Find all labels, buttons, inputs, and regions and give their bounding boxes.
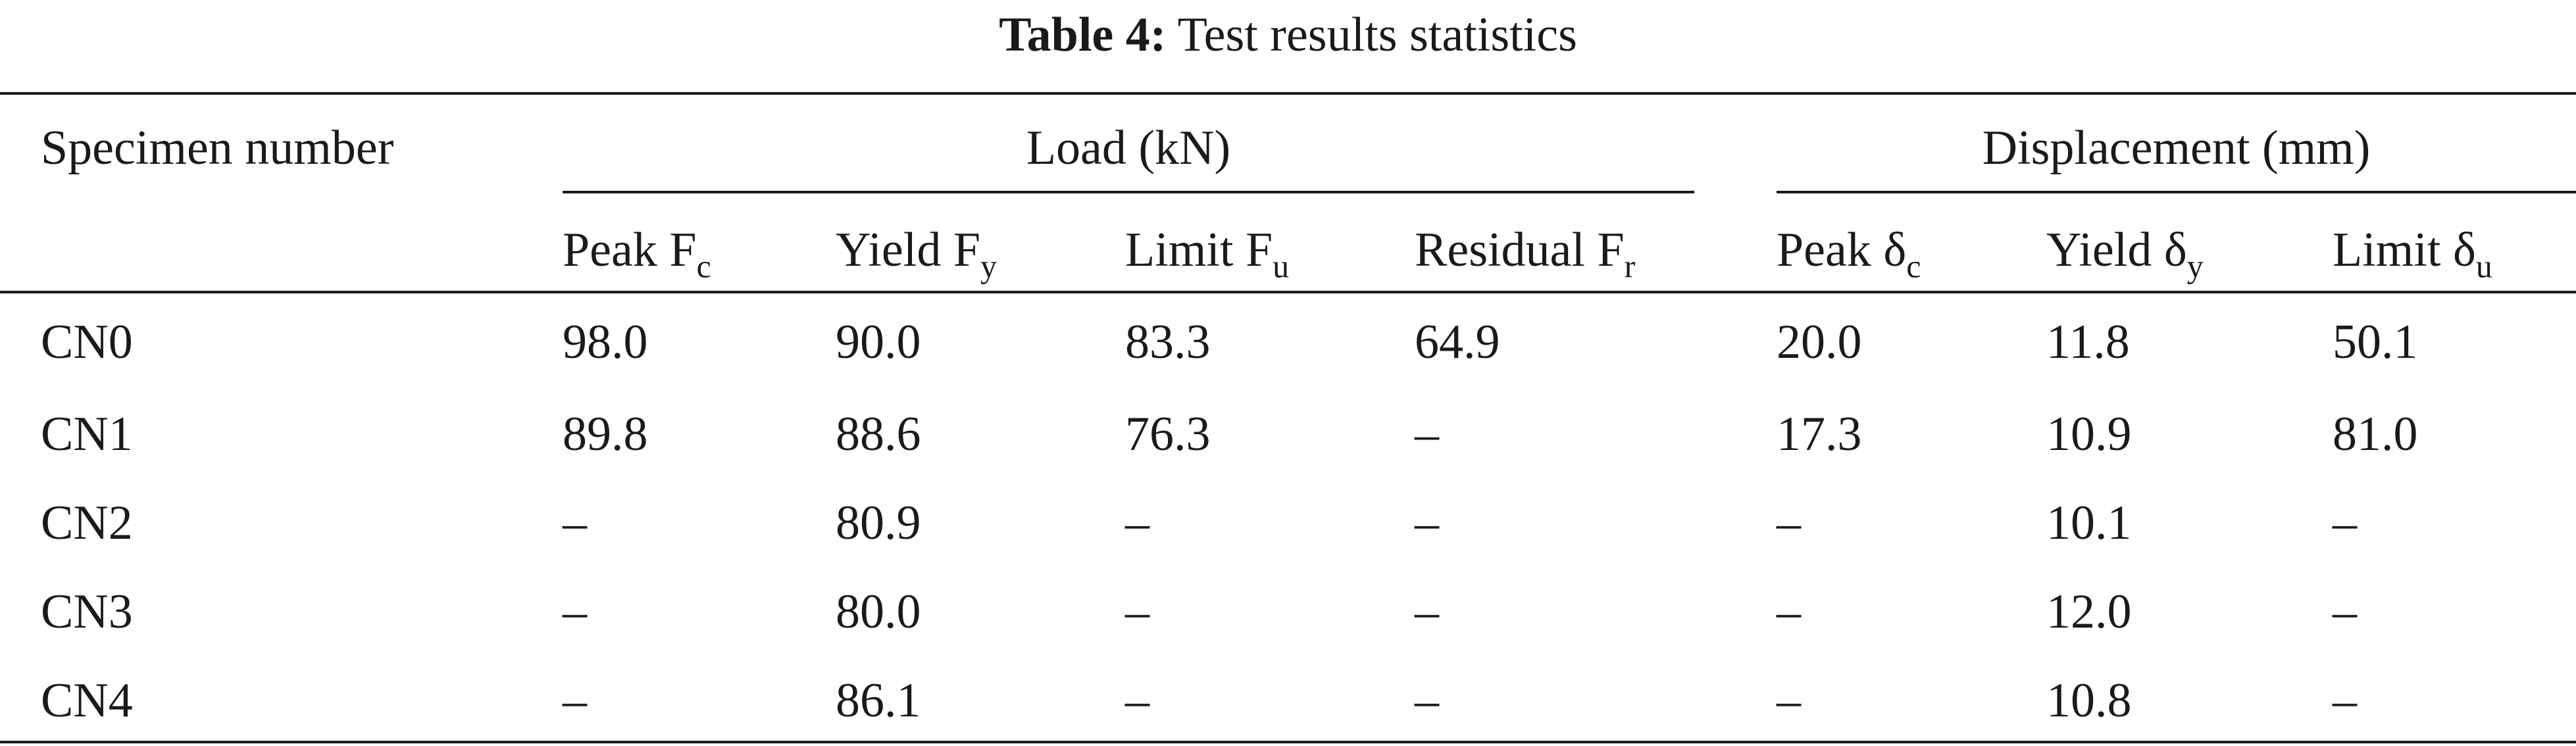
group-header-displacement: Displacement (mm)	[1982, 121, 2371, 175]
column-header-name: Yield δ	[2046, 223, 2187, 277]
table-caption: Table 4: Test results statistics	[0, 5, 2576, 64]
column-header-name: Limit δ	[2333, 223, 2476, 277]
table-cell: –	[1415, 674, 1439, 728]
column-header: Yield δy	[2046, 220, 2204, 283]
table-cell: 64.9	[1415, 315, 1500, 369]
column-header-subscript: c	[1906, 247, 1921, 285]
table-cell: –	[1777, 674, 1801, 728]
table-cell: –	[1777, 496, 1801, 550]
table-cell: 80.0	[836, 585, 921, 639]
table-cell: 10.1	[2046, 496, 2132, 550]
bottom-rule	[0, 741, 2576, 743]
specimen-cell: CN1	[41, 407, 133, 461]
top-rule	[0, 92, 2576, 95]
row-header-specimen: Specimen number	[41, 121, 394, 175]
table-cell: –	[2333, 674, 2357, 728]
column-header-name: Residual F	[1415, 223, 1625, 277]
table-cell: –	[563, 674, 587, 728]
column-header: Yield Fy	[836, 220, 997, 283]
table-cell: 10.9	[2046, 407, 2132, 461]
table-cell: 12.0	[2046, 585, 2132, 639]
table-cell: 81.0	[2333, 407, 2418, 461]
column-header: Peak δc	[1777, 220, 1921, 283]
table-cell: 90.0	[836, 315, 921, 369]
column-header: Limit δu	[2333, 220, 2492, 283]
table-cell: 83.3	[1125, 315, 1211, 369]
table-cell: –	[1415, 585, 1439, 639]
table-cell: 50.1	[2333, 315, 2418, 369]
column-header-subscript: u	[2475, 247, 2492, 285]
table-cell: –	[1415, 496, 1439, 550]
table-cell: –	[1125, 674, 1149, 728]
group-header-load: Load (kN)	[1026, 121, 1231, 175]
table-cell: 10.8	[2046, 674, 2132, 728]
column-header-subscript: u	[1273, 247, 1290, 285]
table-cell: 88.6	[836, 407, 921, 461]
column-header-name: Limit F	[1125, 223, 1273, 277]
table-cell: 98.0	[563, 315, 648, 369]
table-cell: –	[563, 496, 587, 550]
column-header: Limit Fu	[1125, 220, 1289, 283]
column-header-subscript: y	[2186, 247, 2204, 285]
load-group-rule	[563, 191, 1694, 193]
table-cell: –	[2333, 585, 2357, 639]
table-caption-text: Test results statistics	[1177, 8, 1577, 62]
column-header-name: Peak F	[563, 223, 697, 277]
table-cell: –	[1777, 585, 1801, 639]
column-header: Residual Fr	[1415, 220, 1635, 283]
column-header-subscript: y	[980, 247, 997, 285]
specimen-cell: CN2	[41, 496, 133, 550]
displacement-group-rule	[1777, 191, 2576, 193]
table-cell: –	[1125, 496, 1149, 550]
column-header-name: Yield F	[836, 223, 980, 277]
table-cell: 11.8	[2046, 315, 2130, 369]
table-cell: –	[563, 585, 587, 639]
table-caption-label: Table 4:	[999, 8, 1167, 62]
table-cell: 17.3	[1777, 407, 1862, 461]
header-rule	[0, 291, 2576, 293]
column-header-subscript: c	[696, 247, 711, 285]
column-header-subscript: r	[1624, 247, 1636, 285]
table-cell: –	[1415, 407, 1439, 461]
column-header: Peak Fc	[563, 220, 711, 283]
table-cell: 86.1	[836, 674, 921, 728]
specimen-cell: CN0	[41, 315, 133, 369]
table-cell: 80.9	[836, 496, 921, 550]
table-cell: 20.0	[1777, 315, 1862, 369]
table-cell: 89.8	[563, 407, 648, 461]
specimen-cell: CN4	[41, 674, 133, 728]
table-cell: –	[1125, 585, 1149, 639]
table-cell: –	[2333, 496, 2357, 550]
column-header-name: Peak δ	[1777, 223, 1907, 277]
specimen-cell: CN3	[41, 585, 133, 639]
table-cell: 76.3	[1125, 407, 1211, 461]
